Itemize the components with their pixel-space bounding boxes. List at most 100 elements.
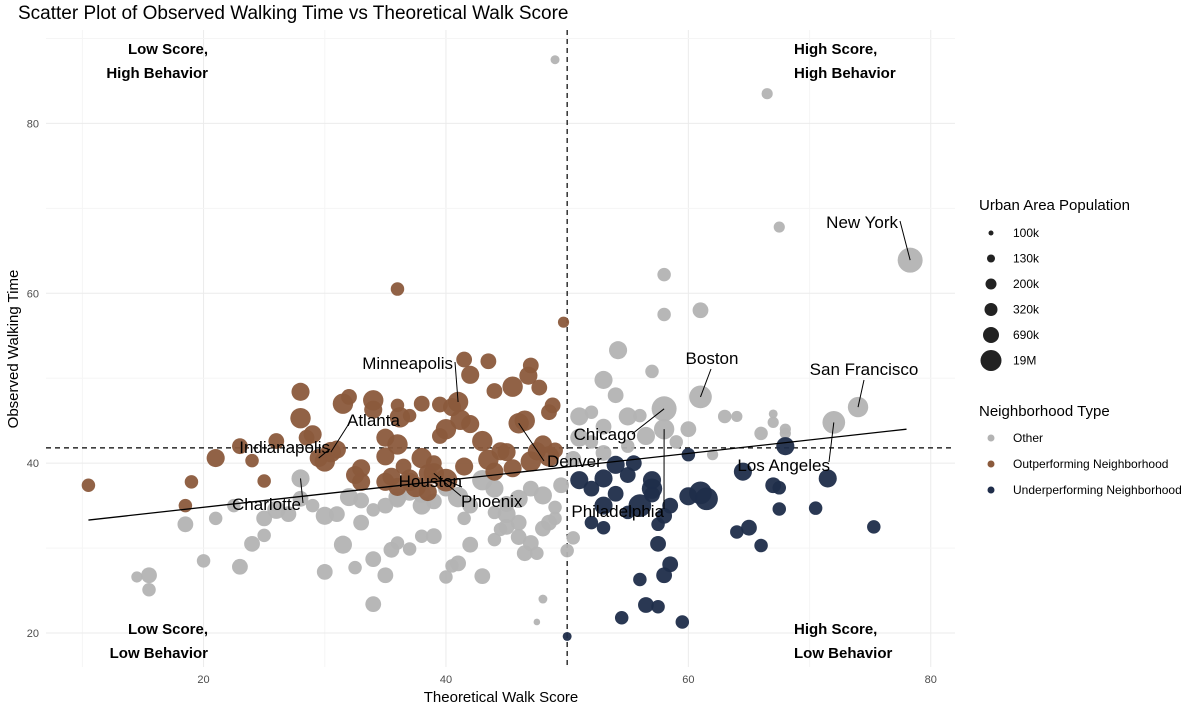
data-point: [327, 440, 346, 459]
data-point: [614, 610, 629, 625]
data-point: [761, 88, 773, 100]
data-point: [607, 485, 624, 502]
data-point: [657, 267, 671, 282]
data-point: [767, 416, 779, 428]
quadrant-label: High Behavior: [106, 65, 208, 82]
data-point: [291, 382, 310, 401]
data-point: [772, 481, 787, 495]
x-tick-label: 60: [682, 674, 694, 686]
data-point: [642, 471, 662, 490]
color-legend-label: Outperforming Neighborhood: [1013, 457, 1168, 471]
data-point: [177, 516, 194, 533]
size-legend-label: 130k: [1013, 252, 1040, 266]
data-point: [256, 510, 273, 527]
size-legend-key: [988, 230, 994, 236]
color-legend-label: Other: [1013, 431, 1043, 445]
data-point: [583, 480, 600, 497]
data-point: [522, 480, 539, 497]
data-point: [232, 558, 248, 575]
data-point: [305, 498, 320, 513]
data-point: [497, 443, 516, 462]
data-point: [257, 474, 271, 488]
city-label: San Francisco: [810, 360, 919, 379]
data-point: [619, 467, 636, 483]
data-point: [142, 582, 156, 597]
data-point: [772, 502, 787, 516]
data-point: [768, 409, 778, 419]
data-point: [377, 497, 394, 514]
data-point: [487, 505, 502, 520]
city-label: Chicago: [574, 425, 636, 444]
data-point: [644, 486, 660, 503]
data-point: [184, 475, 199, 489]
y-tick-label: 20: [27, 628, 39, 640]
data-point: [485, 462, 504, 481]
data-point: [533, 486, 552, 505]
data-point: [353, 514, 370, 531]
y-tick-label: 80: [27, 118, 39, 130]
size-legend-label: 100k: [1013, 226, 1040, 240]
data-point: [570, 407, 589, 426]
data-point: [717, 409, 732, 424]
data-point: [514, 410, 535, 431]
data-point: [594, 496, 613, 515]
data-point: [548, 511, 562, 526]
data-point: [553, 477, 569, 494]
annotation-connector: [518, 422, 545, 462]
size-legend-key: [983, 327, 999, 343]
data-point: [402, 542, 417, 556]
data-point: [636, 426, 655, 446]
quadrant-label: Low Behavior: [794, 645, 893, 662]
city-label: Indianapolis: [239, 438, 330, 457]
data-point: [566, 531, 580, 545]
quadrant-labels: Low Score, High Behavior High Score, High B…: [106, 41, 896, 662]
y-tick-label: 60: [27, 288, 39, 300]
data-point: [413, 395, 430, 412]
city-label: Atlanta: [347, 411, 400, 430]
data-point: [389, 491, 406, 508]
axis-ticks: 20 40 60 80 20 40 60 80: [27, 118, 937, 686]
data-point: [366, 503, 380, 517]
data-point: [773, 221, 785, 233]
annotation-connector: [433, 472, 462, 497]
data-point: [487, 532, 502, 547]
data-point: [316, 563, 333, 580]
size-legend-key: [984, 303, 998, 316]
data-point: [257, 528, 271, 543]
data-point: [657, 307, 671, 322]
size-legend-label: 320k: [1013, 303, 1040, 317]
city-label: Minneapolis: [362, 354, 453, 373]
quadrant-label: Low Score,: [128, 621, 208, 638]
data-point: [418, 482, 437, 502]
city-annotations: New York San Francisco Boston Los Angeles Ch…: [232, 213, 918, 521]
size-legend-label: 690k: [1013, 328, 1040, 342]
data-point: [290, 407, 311, 429]
city-label: Denver: [547, 452, 602, 471]
annotation-connector: [631, 408, 665, 435]
data-point: [570, 471, 589, 490]
data-point: [363, 390, 384, 411]
data-point: [268, 433, 285, 449]
data-point: [707, 449, 719, 461]
data-point: [474, 568, 491, 585]
data-point: [754, 538, 768, 553]
data-point: [633, 572, 647, 587]
quadrant-label: High Score,: [794, 41, 877, 58]
data-point: [818, 469, 837, 488]
data-point: [695, 487, 718, 511]
data-point: [595, 445, 612, 461]
data-point: [365, 551, 382, 568]
data-point: [669, 435, 683, 449]
x-tick-label: 20: [197, 674, 209, 686]
data-point: [519, 366, 538, 385]
data-point: [675, 615, 690, 629]
data-point: [498, 496, 515, 512]
quadrant-label: Low Behavior: [110, 645, 209, 662]
annotation-connector: [899, 220, 911, 261]
data-point: [196, 554, 211, 568]
data-point: [425, 528, 442, 545]
x-tick-label: 80: [925, 674, 937, 686]
data-point: [867, 520, 881, 534]
data-point: [562, 631, 572, 641]
data-points: [81, 55, 923, 641]
